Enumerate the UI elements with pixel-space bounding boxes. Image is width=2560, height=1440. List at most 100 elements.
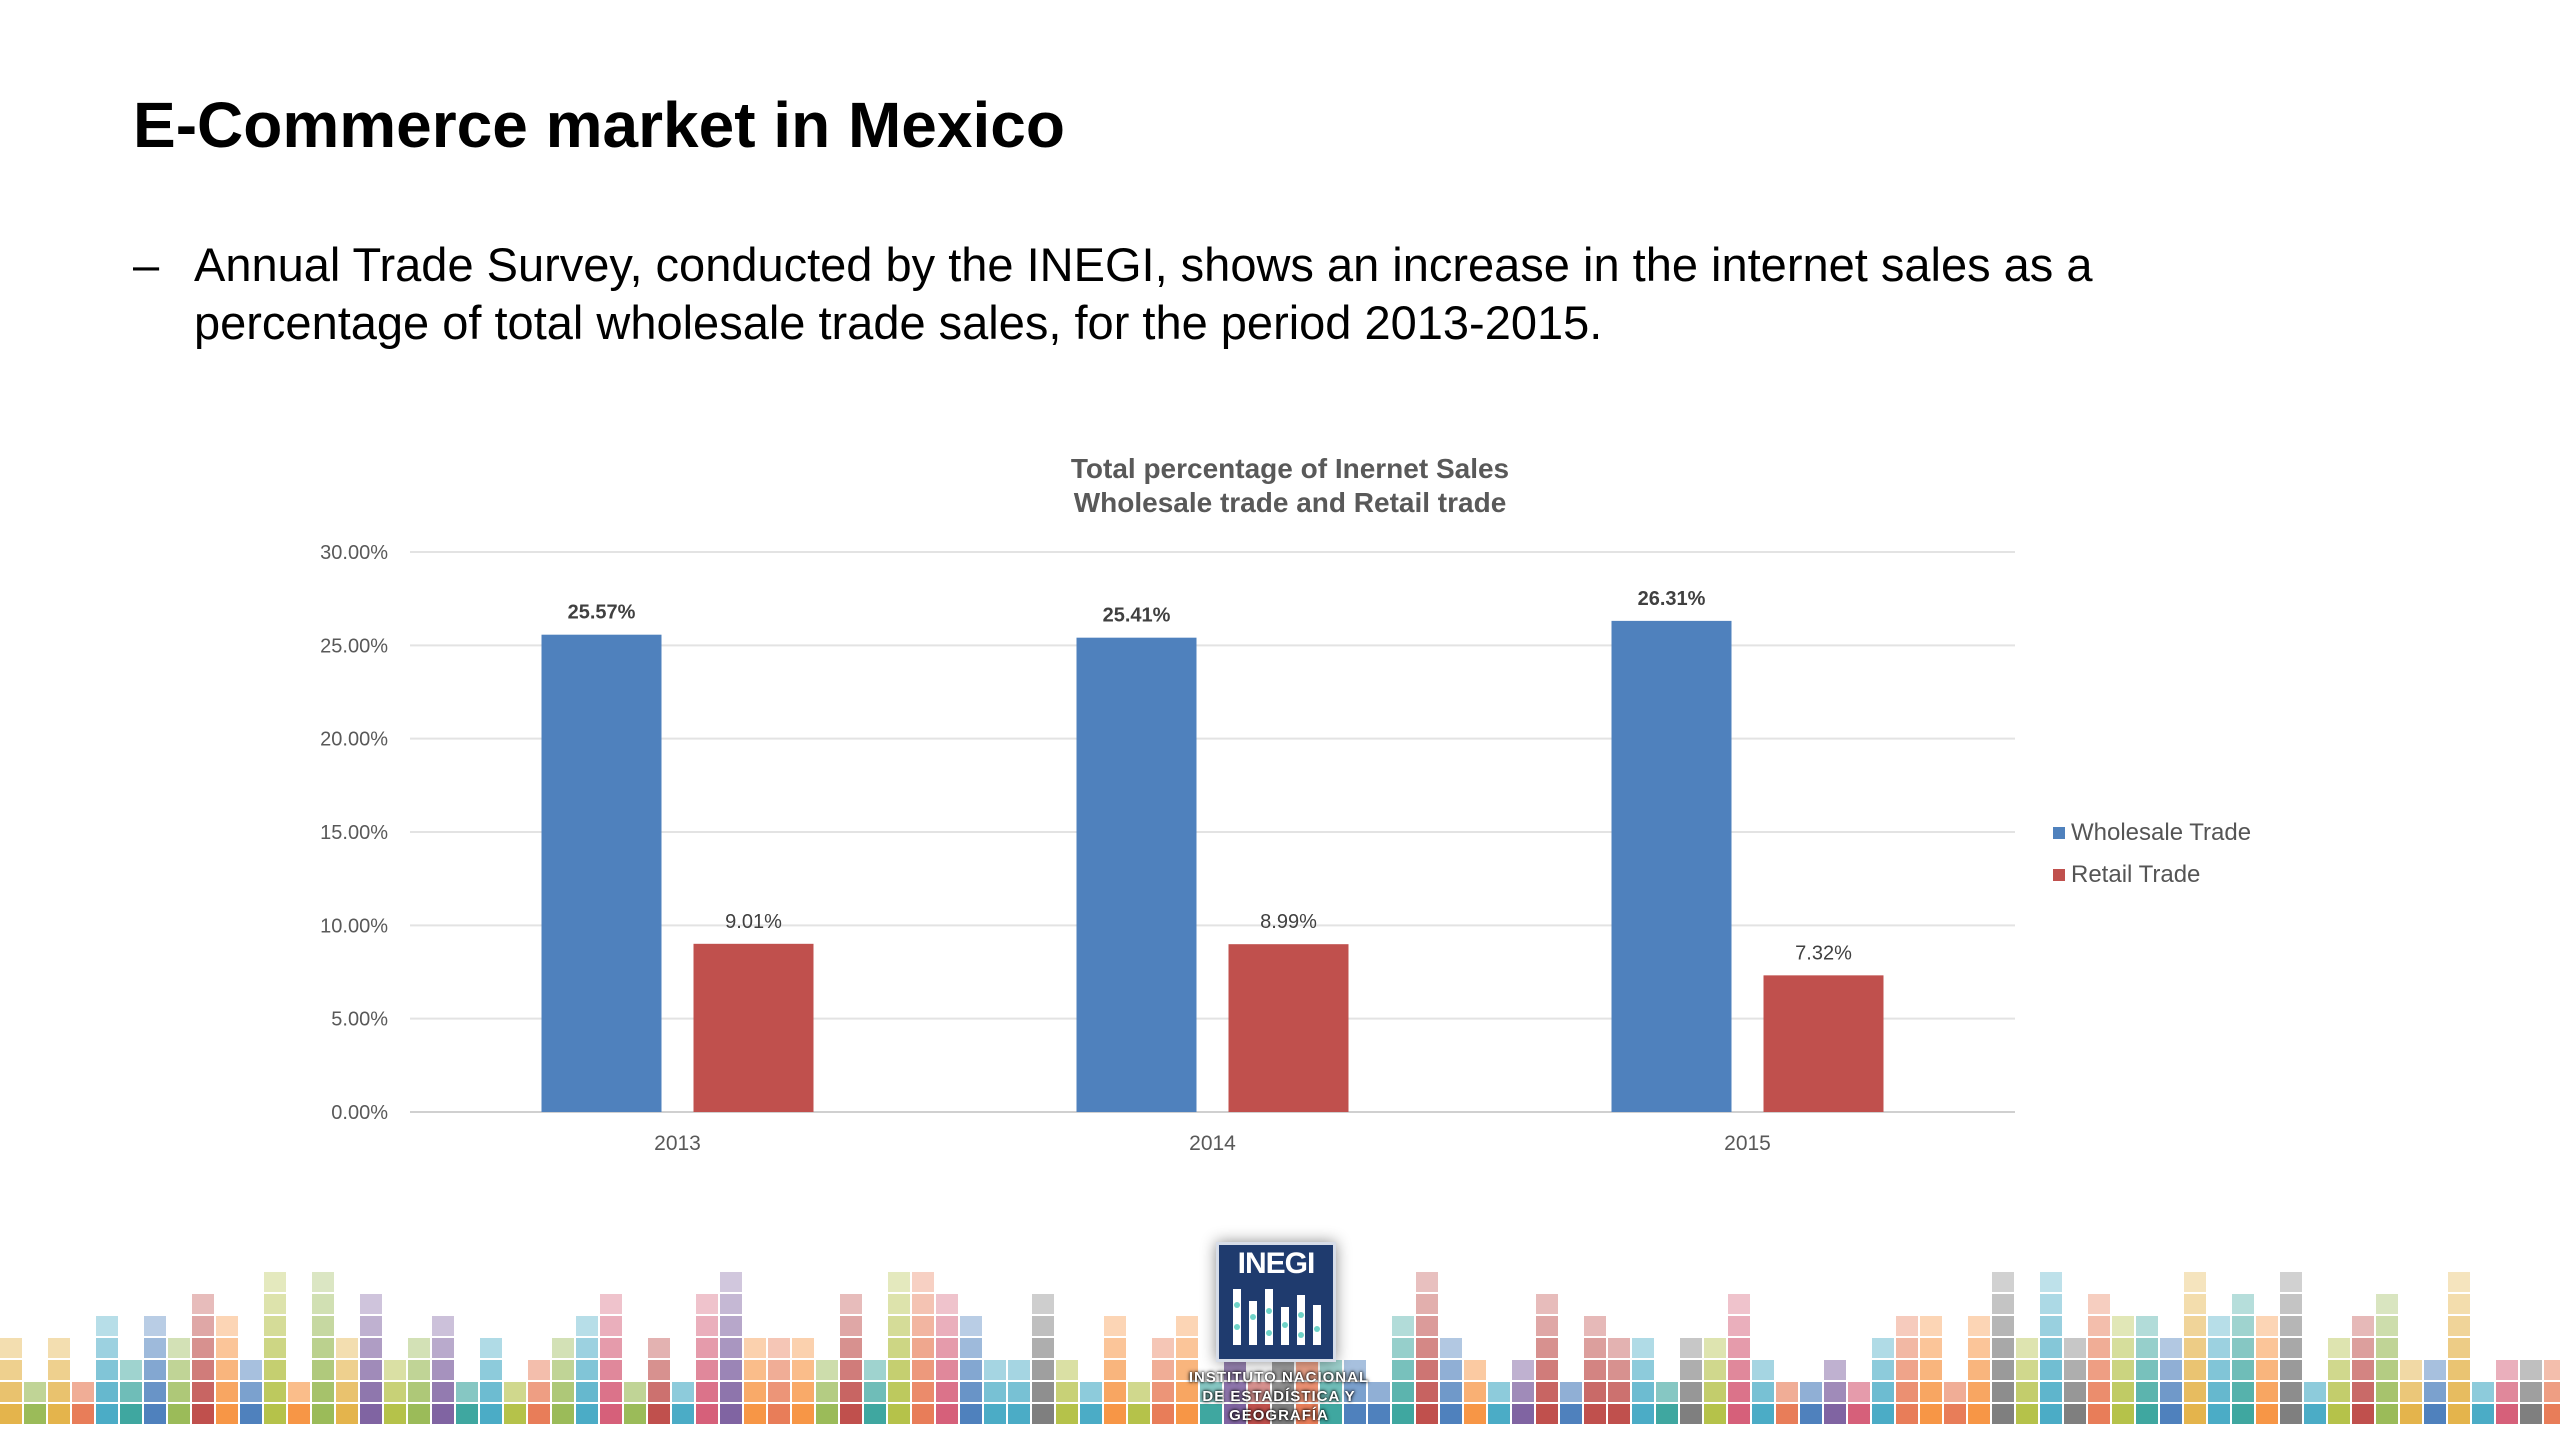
mosaic-tile bbox=[840, 1382, 862, 1402]
mosaic-tile bbox=[2400, 1382, 2422, 1402]
mosaic-tile bbox=[1704, 1404, 1726, 1424]
mosaic-tile bbox=[2112, 1360, 2134, 1380]
mosaic-tile bbox=[2208, 1316, 2230, 1336]
mosaic-tile bbox=[1944, 1404, 1966, 1424]
mosaic-tile bbox=[696, 1338, 718, 1358]
mosaic-tile bbox=[1248, 1404, 1270, 1424]
mosaic-tile bbox=[1728, 1338, 1750, 1358]
logo-bars-icon bbox=[1233, 1289, 1321, 1345]
mosaic-tile bbox=[1320, 1360, 1342, 1380]
mosaic-tile bbox=[1080, 1404, 1102, 1424]
mosaic-tile bbox=[264, 1316, 286, 1336]
mosaic-tile bbox=[1224, 1404, 1246, 1424]
mosaic-tile bbox=[240, 1382, 262, 1402]
mosaic-tile bbox=[2304, 1382, 2326, 1402]
mosaic-tile bbox=[1464, 1404, 1486, 1424]
mosaic-tile bbox=[144, 1316, 166, 1336]
mosaic-tile bbox=[2448, 1316, 2470, 1336]
mosaic-tile bbox=[888, 1338, 910, 1358]
mosaic-tile bbox=[816, 1382, 838, 1402]
mosaic-tile bbox=[984, 1382, 1006, 1402]
mosaic-tile bbox=[1104, 1404, 1126, 1424]
mosaic-tile bbox=[1608, 1382, 1630, 1402]
mosaic-tile bbox=[912, 1316, 934, 1336]
mosaic-tile bbox=[1944, 1382, 1966, 1402]
mosaic-tile bbox=[1032, 1382, 1054, 1402]
mosaic-tile bbox=[1704, 1360, 1726, 1380]
mosaic-tile bbox=[384, 1382, 406, 1402]
mosaic-tile bbox=[2040, 1404, 2062, 1424]
mosaic-tile bbox=[2184, 1360, 2206, 1380]
mosaic-tile bbox=[48, 1404, 70, 1424]
mosaic-tile bbox=[888, 1360, 910, 1380]
mosaic-tile bbox=[2040, 1382, 2062, 1402]
mosaic-tile bbox=[1512, 1360, 1534, 1380]
mosaic-tile bbox=[1584, 1382, 1606, 1402]
mosaic-tile bbox=[672, 1382, 694, 1402]
mosaic-tile bbox=[1296, 1360, 1318, 1380]
mosaic-tile bbox=[2112, 1316, 2134, 1336]
mosaic-tile bbox=[960, 1404, 982, 1424]
mosaic-tile bbox=[1704, 1338, 1726, 1358]
mosaic-tile bbox=[1848, 1382, 1870, 1402]
mosaic-tile bbox=[984, 1404, 1006, 1424]
mosaic-tile bbox=[264, 1404, 286, 1424]
mosaic-tile bbox=[2184, 1294, 2206, 1314]
mosaic-tile bbox=[1032, 1360, 1054, 1380]
mosaic-tile bbox=[1536, 1316, 1558, 1336]
mosaic-tile bbox=[2232, 1404, 2254, 1424]
y-tick-label: 30.00% bbox=[320, 542, 388, 564]
mosaic-tile bbox=[1824, 1404, 1846, 1424]
mosaic-tile bbox=[2352, 1316, 2374, 1336]
mosaic-tile bbox=[648, 1360, 670, 1380]
mosaic-tile bbox=[1872, 1404, 1894, 1424]
mosaic-tile bbox=[1248, 1382, 1270, 1402]
mosaic-tile bbox=[312, 1338, 334, 1358]
mosaic-tile bbox=[552, 1338, 574, 1358]
mosaic-tile bbox=[1992, 1338, 2014, 1358]
mosaic-tile bbox=[1392, 1360, 1414, 1380]
mosaic-tile bbox=[1680, 1360, 1702, 1380]
mosaic-tile bbox=[216, 1316, 238, 1336]
mosaic-tile bbox=[2064, 1382, 2086, 1402]
mosaic-tile bbox=[2232, 1382, 2254, 1402]
mosaic-tile bbox=[1032, 1338, 1054, 1358]
mosaic-tile bbox=[2232, 1316, 2254, 1336]
mosaic-tile bbox=[1536, 1294, 1558, 1314]
mosaic-tile bbox=[1416, 1360, 1438, 1380]
mosaic-tile bbox=[696, 1382, 718, 1402]
mosaic-tile bbox=[264, 1360, 286, 1380]
mosaic-tile bbox=[1344, 1382, 1366, 1402]
mosaic-tile bbox=[2136, 1338, 2158, 1358]
mosaic-tile bbox=[1152, 1404, 1174, 1424]
mosaic-tile bbox=[696, 1316, 718, 1336]
bar-retail-2015 bbox=[1763, 975, 1884, 1112]
mosaic-tile bbox=[96, 1338, 118, 1358]
mosaic-tile bbox=[2256, 1404, 2278, 1424]
mosaic-tile bbox=[840, 1294, 862, 1314]
mosaic-tile bbox=[912, 1272, 934, 1292]
mosaic-tile bbox=[1656, 1404, 1678, 1424]
bullet-text: Annual Trade Survey, conducted by the IN… bbox=[194, 238, 2093, 349]
mosaic-tile bbox=[1008, 1382, 1030, 1402]
y-tick-label: 20.00% bbox=[320, 729, 388, 751]
mosaic-tile bbox=[360, 1338, 382, 1358]
mosaic-tile bbox=[1872, 1338, 1894, 1358]
mosaic-tile bbox=[744, 1404, 766, 1424]
mosaic-tile bbox=[408, 1404, 430, 1424]
mosaic-tile bbox=[96, 1382, 118, 1402]
mosaic-tile bbox=[2376, 1338, 2398, 1358]
mosaic-tile bbox=[2160, 1338, 2182, 1358]
mosaic-tile bbox=[2136, 1360, 2158, 1380]
mosaic-tile bbox=[2184, 1272, 2206, 1292]
mosaic-tile bbox=[264, 1382, 286, 1402]
mosaic-tile bbox=[1176, 1360, 1198, 1380]
mosaic-tile bbox=[1344, 1360, 1366, 1380]
data-label-retail-2014: 8.99% bbox=[1260, 911, 1317, 933]
mosaic-tile bbox=[1920, 1360, 1942, 1380]
mosaic-tile bbox=[336, 1338, 358, 1358]
mosaic-tile bbox=[1080, 1382, 1102, 1402]
mosaic-tile bbox=[792, 1404, 814, 1424]
mosaic-tile bbox=[1536, 1404, 1558, 1424]
